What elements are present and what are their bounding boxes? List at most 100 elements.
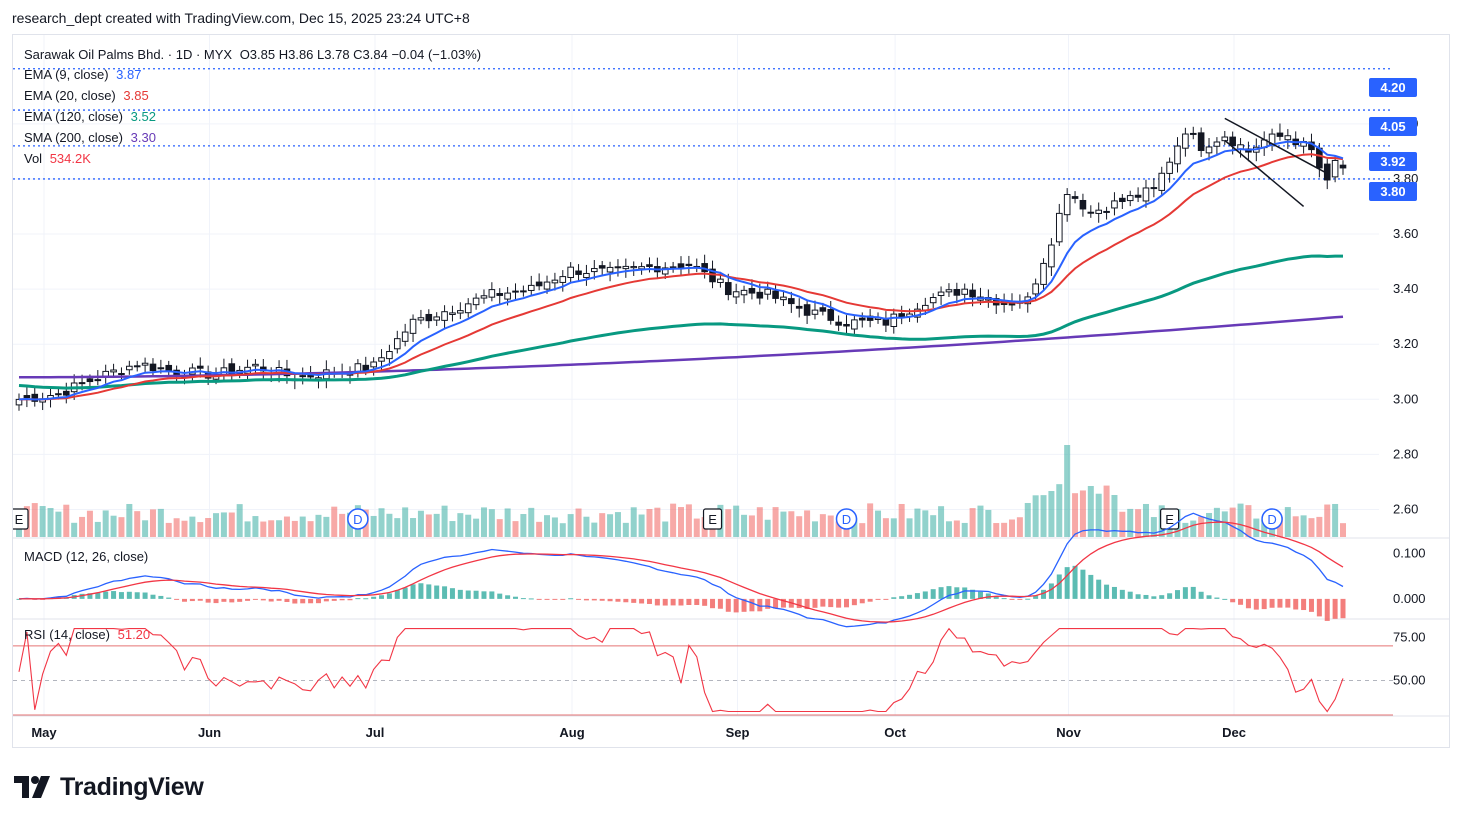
legend-rsi[interactable]: RSI (14, close) 51.20: [24, 625, 150, 645]
tradingview-logo[interactable]: TradingView: [14, 772, 204, 802]
time-tick-label: Sep: [726, 725, 750, 740]
volume-bar: [39, 506, 46, 537]
volume-bar: [1316, 516, 1323, 537]
earnings-marker: [13, 508, 29, 530]
volume-bar: [1190, 520, 1197, 537]
price-tick-label: 2.60: [1393, 501, 1418, 516]
macd-histogram-bar: [710, 598, 716, 609]
macd-histogram-bar: [1080, 569, 1086, 599]
volume-bar: [473, 518, 480, 537]
volume-bar: [1056, 484, 1063, 537]
volume-bar: [835, 521, 842, 537]
candle-up: [1142, 187, 1150, 202]
candle-up: [1182, 133, 1189, 149]
candle-up: [1166, 161, 1173, 174]
volume-bar: [134, 511, 141, 537]
legend-ema20[interactable]: EMA (20, close) 3.85: [24, 86, 149, 106]
macd-histogram-bar: [394, 590, 400, 599]
macd-histogram-bar: [1316, 598, 1322, 617]
volume-bar: [1300, 515, 1307, 537]
volume-bar: [725, 509, 732, 537]
volume-bar: [1103, 485, 1110, 537]
volume-bar: [536, 521, 543, 537]
volume-bar: [772, 507, 779, 537]
macd-histogram-bar: [1056, 574, 1062, 599]
macd-histogram-bar: [402, 587, 408, 599]
legend-volume[interactable]: Vol 534.2K: [24, 149, 91, 169]
volume-bar: [851, 518, 858, 537]
volume-bar: [567, 514, 574, 537]
chart-canvas[interactable]: 4.003.803.603.403.203.002.802.60MayJunJu…: [13, 35, 1449, 747]
candle-up: [378, 357, 385, 362]
legend-ema120[interactable]: EMA (120, close) 3.52: [24, 107, 156, 127]
macd-histogram-bar: [1009, 598, 1015, 600]
dividend-marker: [1261, 508, 1283, 530]
candle-down: [677, 263, 685, 269]
legend-volume-value: 534.2K: [49, 151, 91, 166]
volume-bar: [654, 507, 661, 537]
candle-down: [819, 307, 827, 312]
volume-bar: [678, 507, 684, 537]
volume-bar: [331, 506, 338, 537]
macd-histogram-bar: [513, 596, 518, 599]
macd-histogram-bar: [1308, 598, 1314, 612]
macd-histogram-bar: [1167, 593, 1173, 599]
legend-ema9[interactable]: EMA (9, close) 3.87: [24, 65, 141, 85]
candle-down: [1071, 196, 1079, 199]
time-tick-label: May: [31, 725, 57, 740]
candle-up: [740, 289, 748, 296]
volume-bar: [394, 518, 401, 537]
volume-bar: [559, 523, 566, 537]
volume-bar: [867, 503, 874, 537]
macd-histogram-bar: [489, 591, 495, 599]
legend-macd[interactable]: MACD (12, 26, close): [24, 547, 148, 567]
volume-bar: [299, 516, 306, 537]
legend-rsi-value: 51.20: [117, 627, 151, 642]
volume-bar: [102, 510, 109, 537]
candle-up: [961, 288, 969, 295]
price-badge-3-92: 3.92: [1369, 152, 1417, 171]
volume-bar: [1048, 491, 1055, 537]
macd-histogram-bar: [1261, 598, 1267, 610]
macd-histogram-bar: [568, 598, 574, 600]
chart-frame[interactable]: 4.003.803.603.403.203.002.802.60MayJunJu…: [12, 34, 1450, 748]
macd-histogram-bar: [977, 591, 983, 599]
volume-bar: [1064, 445, 1071, 537]
volume-bar: [142, 520, 149, 537]
volume-bar: [1229, 507, 1236, 537]
candle-up: [606, 266, 614, 273]
candle-down: [827, 308, 835, 321]
volume-bar: [228, 512, 235, 537]
legend-symbol: Sarawak Oil Palms Bhd. · 1D · MYX: [24, 47, 233, 62]
macd-histogram-bar: [867, 598, 873, 602]
volume-bar: [756, 507, 763, 537]
macd-histogram-bar: [434, 585, 440, 599]
volume-bar: [1308, 518, 1315, 537]
candle-down: [772, 290, 779, 299]
legend-sma200[interactable]: SMA (200, close) 3.30: [24, 128, 156, 148]
macd-histogram-bar: [276, 598, 282, 601]
ema20-line: [18, 153, 1344, 401]
price-badge-3-80: 3.80: [1369, 182, 1417, 201]
candle-up: [457, 310, 464, 314]
macd-histogram-bar: [1198, 591, 1204, 599]
volume-bar: [1032, 495, 1039, 537]
volume-bar: [1245, 505, 1252, 537]
macd-histogram-bar: [702, 598, 708, 606]
volume-bar: [55, 511, 62, 537]
candle-down: [788, 298, 795, 305]
volume-bar: [488, 509, 495, 537]
volume-bar: [1142, 503, 1149, 537]
volume-bar: [748, 515, 755, 537]
macd-histogram-bar: [213, 598, 219, 604]
macd-histogram-bar: [268, 598, 274, 602]
volume-bar: [1119, 511, 1126, 537]
macd-histogram-bar: [544, 598, 550, 600]
volume-bar: [496, 519, 503, 537]
macd-histogram-bar: [859, 598, 865, 604]
volume-bar: [433, 513, 440, 537]
candle-up: [527, 284, 535, 291]
volume-bar: [780, 511, 787, 537]
candle-up: [890, 313, 898, 328]
macd-histogram-bar: [323, 598, 329, 602]
